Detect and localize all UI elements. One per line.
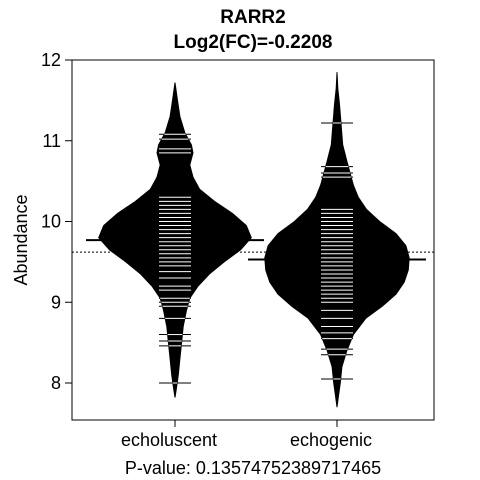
p-value-label: P-value: 0.13574752389717465 xyxy=(125,458,381,478)
y-tick-label: 9 xyxy=(51,292,61,312)
y-axis: 8 9 10 11 12 xyxy=(41,50,72,393)
y-tick-label: 10 xyxy=(41,212,61,232)
bean-echoluscent xyxy=(86,82,264,398)
plot-frame xyxy=(71,59,435,421)
y-tick-label: 11 xyxy=(42,131,61,151)
x-tick-label: echogenic xyxy=(290,430,372,450)
chart-subtitle: Log2(FC)=-0.2208 xyxy=(174,32,333,53)
beans-layer xyxy=(72,72,434,408)
y-tick-label: 8 xyxy=(51,373,61,393)
y-axis-label: Abundance xyxy=(11,194,31,285)
chart-title: RARR2 xyxy=(220,7,285,28)
x-axis: echoluscent echogenic xyxy=(121,420,372,450)
x-tick-label: echoluscent xyxy=(121,430,217,450)
y-tick-label: 12 xyxy=(41,50,61,70)
bean-echogenic xyxy=(248,72,426,408)
bean-density-shape xyxy=(264,72,410,408)
